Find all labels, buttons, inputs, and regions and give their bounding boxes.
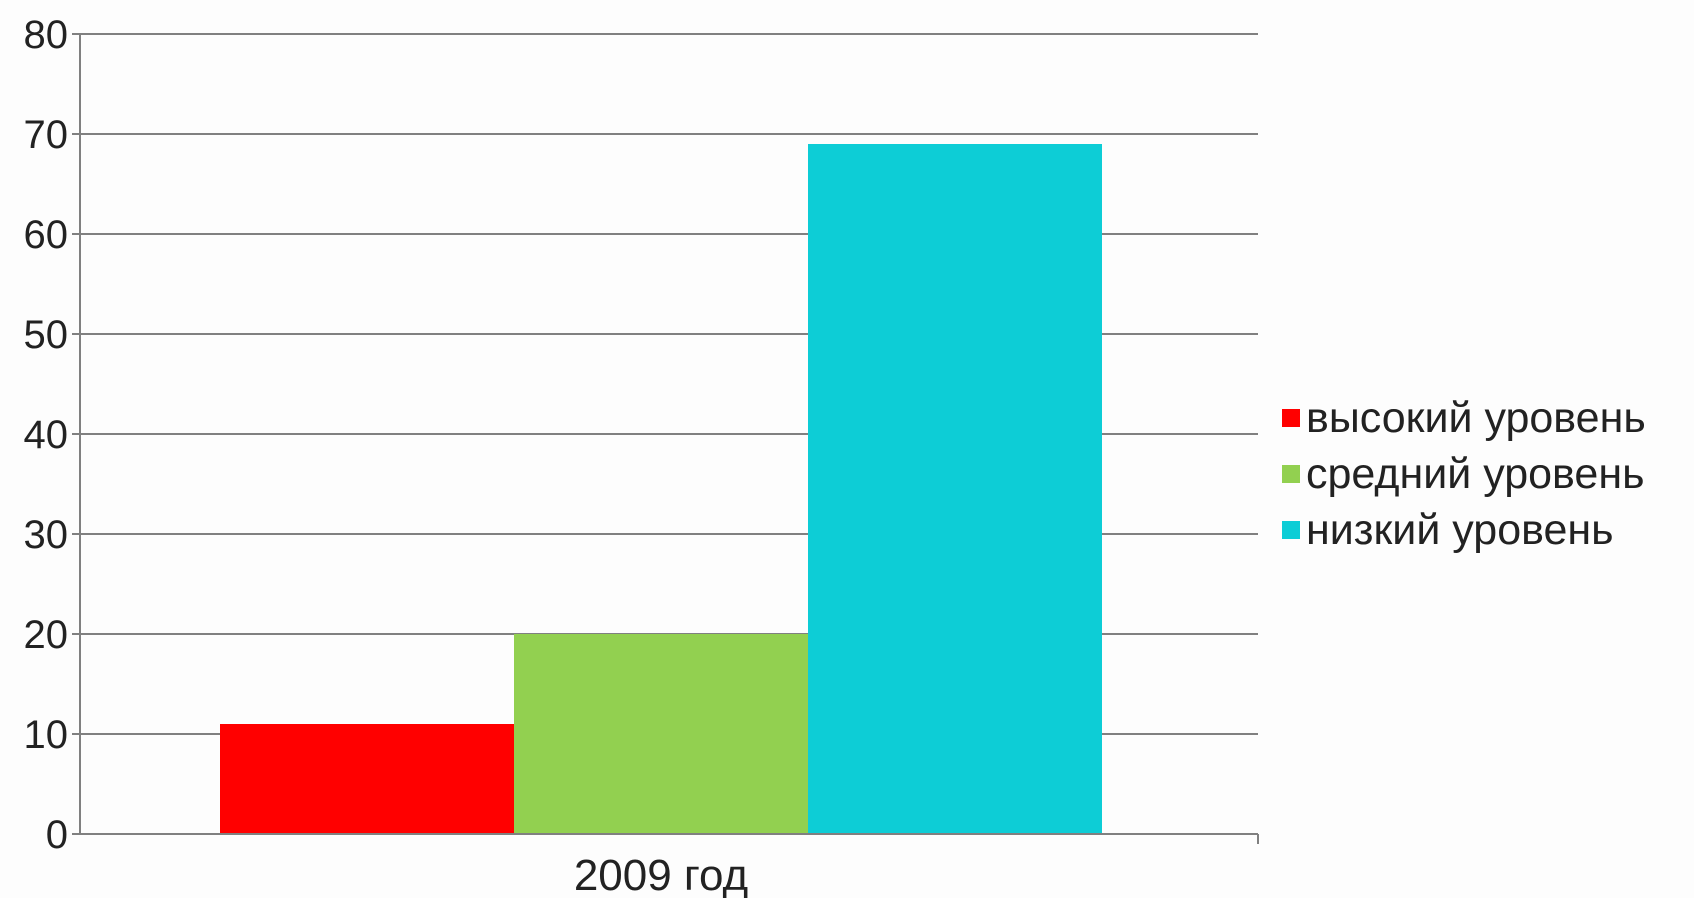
y-tick-label: 40 — [24, 413, 69, 457]
y-tick-label: 80 — [24, 13, 69, 57]
y-tick-label: 10 — [24, 713, 69, 757]
bar-2 — [514, 634, 808, 834]
legend-swatch — [1282, 409, 1300, 427]
legend-label: высокий уровень — [1306, 393, 1646, 442]
tick-labels: 0 10 20 30 40 50 60 70 80 2009 год — [24, 13, 749, 898]
axes — [72, 33, 1259, 844]
chart-legend: высокий уровень средний уровень низкий уро… — [1282, 390, 1692, 558]
y-tick-label: 0 — [46, 813, 68, 857]
legend-item: низкий уровень — [1282, 502, 1692, 558]
y-tick-label: 20 — [24, 613, 69, 657]
legend-swatch — [1282, 465, 1300, 483]
y-tick-label: 50 — [24, 313, 69, 357]
y-tick-label: 70 — [24, 113, 69, 157]
legend-item: средний уровень — [1282, 446, 1692, 502]
bar-1 — [220, 724, 514, 834]
legend-label: средний уровень — [1306, 449, 1645, 498]
y-tick-label: 60 — [24, 213, 69, 257]
legend-item: высокий уровень — [1282, 390, 1692, 446]
bars — [220, 144, 1102, 834]
y-tick-label: 30 — [24, 513, 69, 557]
bar-3 — [808, 144, 1102, 834]
gridlines — [80, 33, 1258, 735]
legend-label: низкий уровень — [1306, 505, 1614, 554]
legend-swatch — [1282, 521, 1300, 539]
x-category-label: 2009 год — [574, 851, 748, 898]
